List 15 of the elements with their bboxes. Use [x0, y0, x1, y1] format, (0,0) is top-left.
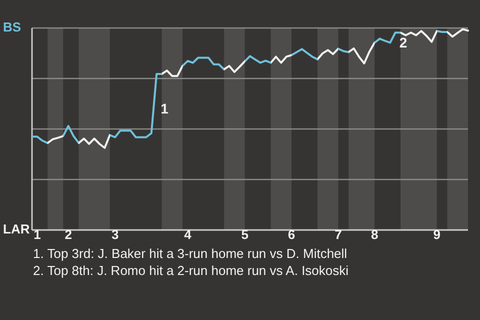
x-tick-label: 5: [241, 226, 248, 242]
text: 2. Top 8th: J. Romo hit a 2-run home run vs A. Isokoski: [33, 263, 349, 278]
x-tick-label: 9: [433, 226, 440, 242]
x-tick-label: 4: [184, 226, 192, 242]
x-tick-label: 8: [370, 226, 378, 242]
text: BS: [3, 19, 22, 34]
x-tick-label: 7: [334, 226, 342, 242]
text: 1. Top 3rd: J. Baker hit a 3-run home run vs D. Mitchell: [33, 246, 348, 261]
annotation: 1: [160, 100, 169, 116]
text: LAR: [3, 221, 30, 236]
x-tick-label: 2: [64, 226, 72, 242]
annotation: 2: [399, 34, 408, 50]
x-tick-label: 1: [34, 226, 41, 242]
x-tick-label: 6: [288, 226, 296, 242]
x-tick-label: 3: [111, 226, 119, 242]
